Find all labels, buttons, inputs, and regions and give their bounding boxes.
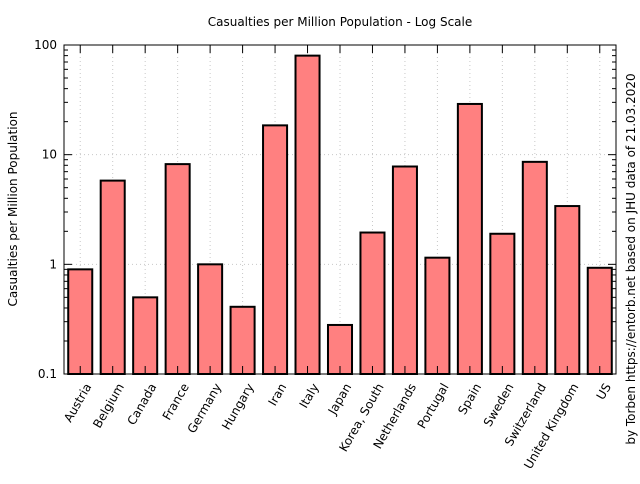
x-tick-label: Belgium: [90, 381, 127, 431]
bar-portugal: [424, 256, 451, 375]
bar-germany: [197, 263, 224, 376]
bar-france: [164, 163, 191, 375]
bar-spain: [456, 102, 483, 375]
y-axis-label: Casualties per Million Population: [6, 111, 20, 306]
y-tick-label: 1: [49, 257, 57, 271]
y-axis-ticks: 0.1 1 10 100: [34, 38, 616, 381]
source-note: by Torben https://entorb.net based on JH…: [624, 73, 638, 444]
bar-hungary: [229, 305, 256, 375]
y-tick-label: 0.1: [38, 367, 57, 381]
y-tick-label: 10: [42, 148, 57, 162]
x-tick-label: Hungary: [219, 381, 257, 432]
x-tick-label: Portugal: [415, 381, 452, 431]
x-tick-label: Italy: [297, 381, 322, 411]
bar-austria: [67, 268, 94, 376]
bar-united-kingdom: [554, 205, 581, 375]
chart-title: Casualties per Million Population - Log …: [208, 15, 473, 29]
bar-us: [586, 266, 613, 375]
bar-italy: [294, 54, 321, 375]
x-tick-label: Iran: [265, 381, 289, 408]
bar-korea-south: [359, 231, 386, 375]
bar-iran: [262, 124, 289, 375]
x-tick-label: US: [594, 381, 614, 402]
bar-canada: [132, 296, 159, 375]
x-tick-label: Austria: [61, 381, 94, 425]
x-tick-label: Spain: [455, 381, 484, 417]
y-tick-label: 100: [34, 38, 57, 52]
x-tick-label: Japan: [325, 381, 354, 418]
x-tick-label: Canada: [124, 381, 159, 428]
x-tick-label: France: [160, 381, 192, 423]
bar-belgium: [99, 179, 126, 375]
bar-switzerland: [521, 160, 548, 375]
bar-netherlands: [391, 165, 418, 375]
bar-japan: [326, 323, 354, 375]
x-tick-label: Sweden: [481, 381, 517, 429]
bar-sweden: [489, 232, 516, 375]
bars: [67, 54, 613, 376]
